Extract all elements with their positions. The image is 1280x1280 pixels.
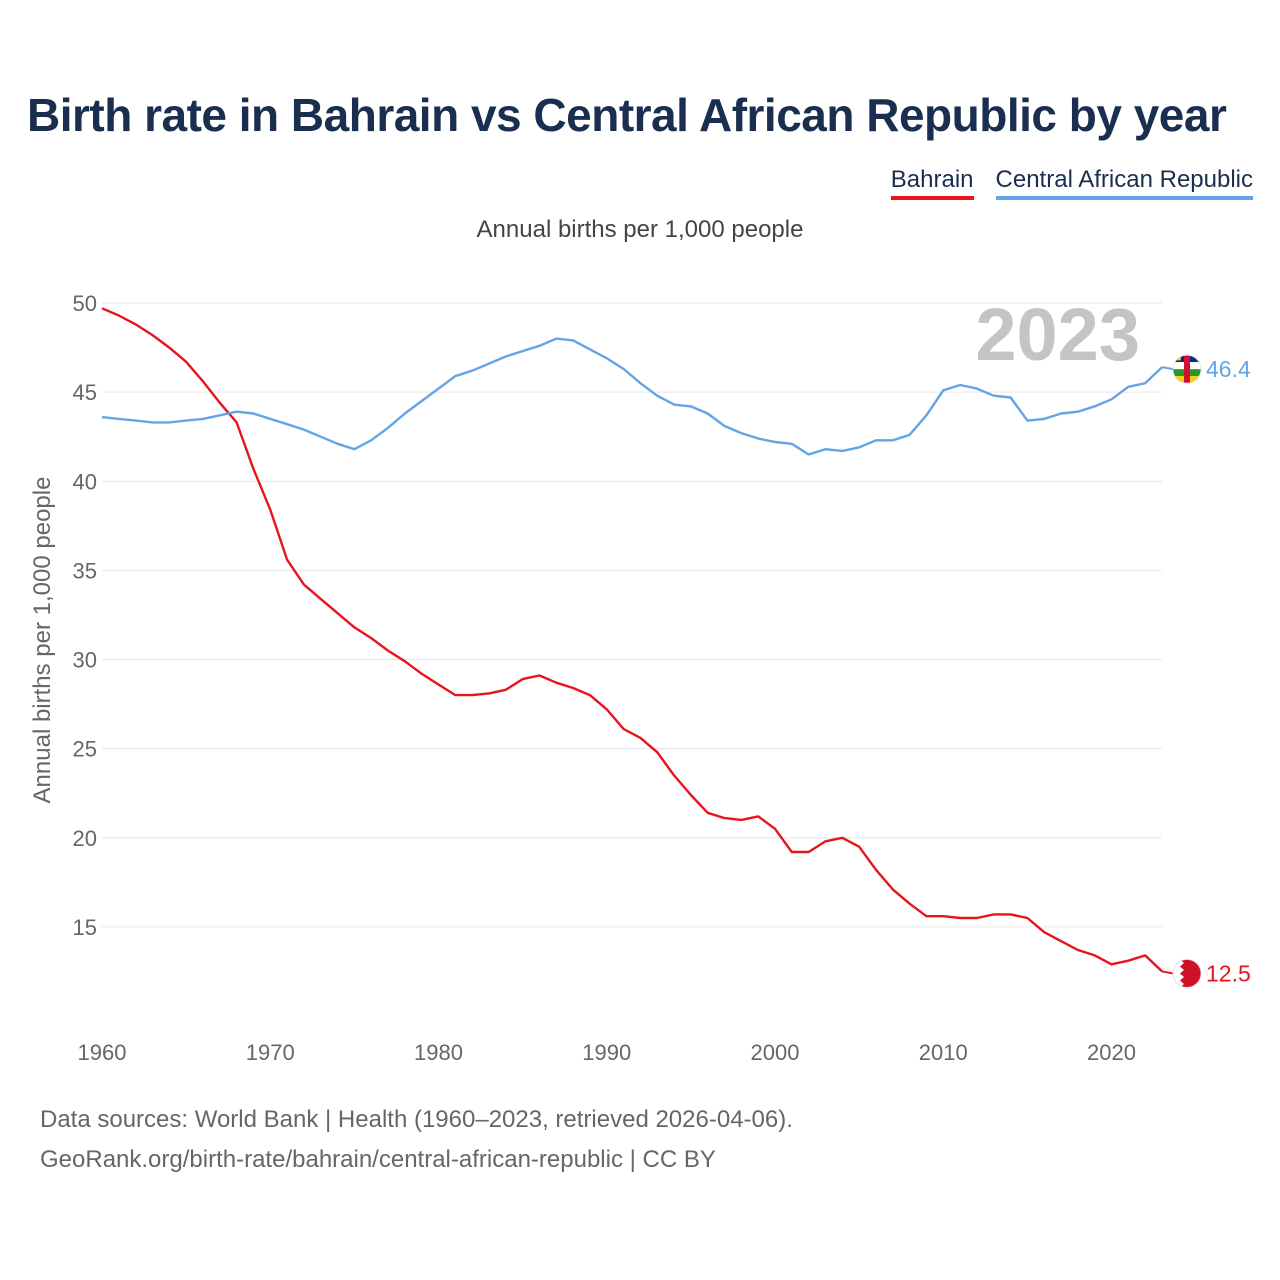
y-tick-label: 50 (73, 291, 97, 316)
y-axis-label: Annual births per 1,000 people (29, 477, 56, 804)
chart-title: Birth rate in Bahrain vs Central African… (27, 89, 1227, 141)
y-tick-label: 30 (73, 648, 97, 673)
legend-item-central-african-republic[interactable]: Central African Republic (995, 166, 1253, 200)
central-african-republic-flag-icon (1172, 354, 1202, 384)
end-value-label: 46.4 (1206, 356, 1251, 382)
end-connector (1161, 970, 1174, 975)
y-tick-label: 45 (73, 380, 97, 405)
end-connector (1161, 366, 1174, 371)
x-tick-label: 1960 (78, 1040, 127, 1065)
footer-link[interactable]: GeoRank.org/birth-rate/bahrain/central-a… (40, 1146, 716, 1173)
current-year-label: 2023 (975, 293, 1140, 376)
legend: Bahrain Central African Republic (890, 166, 1253, 200)
end-value-label: 12.5 (1206, 960, 1251, 986)
series-line-central-african-republic[interactable] (101, 337, 1163, 456)
y-tick-label: 40 (73, 469, 97, 494)
y-tick-label: 25 (73, 737, 97, 762)
x-axis-ticks: 1960 1970 1980 1990 2000 2010 2020 (78, 1040, 1136, 1065)
x-tick-label: 2000 (751, 1040, 800, 1065)
x-tick-label: 1970 (246, 1040, 295, 1065)
bahrain-flag-icon (1172, 959, 1202, 988)
x-tick-label: 1990 (582, 1040, 631, 1065)
x-tick-label: 1980 (414, 1040, 463, 1065)
y-tick-label: 15 (73, 915, 97, 940)
footer-sources: Data sources: World Bank | Health (1960–… (40, 1106, 793, 1133)
series-line-bahrain[interactable] (101, 307, 1163, 973)
y-axis-ticks: 15 20 25 30 35 40 45 50 (73, 291, 97, 940)
legend-item-bahrain[interactable]: Bahrain (890, 166, 974, 200)
y-tick-label: 35 (73, 558, 97, 583)
gridlines (102, 302, 1162, 928)
chart-subtitle: Annual births per 1,000 people (476, 216, 804, 243)
y-tick-label: 20 (73, 826, 97, 851)
series-lines (101, 307, 1163, 973)
x-tick-label: 2010 (919, 1040, 968, 1065)
series-end-markers: 12.5 46.4 (1161, 354, 1251, 988)
x-tick-label: 2020 (1087, 1040, 1136, 1065)
